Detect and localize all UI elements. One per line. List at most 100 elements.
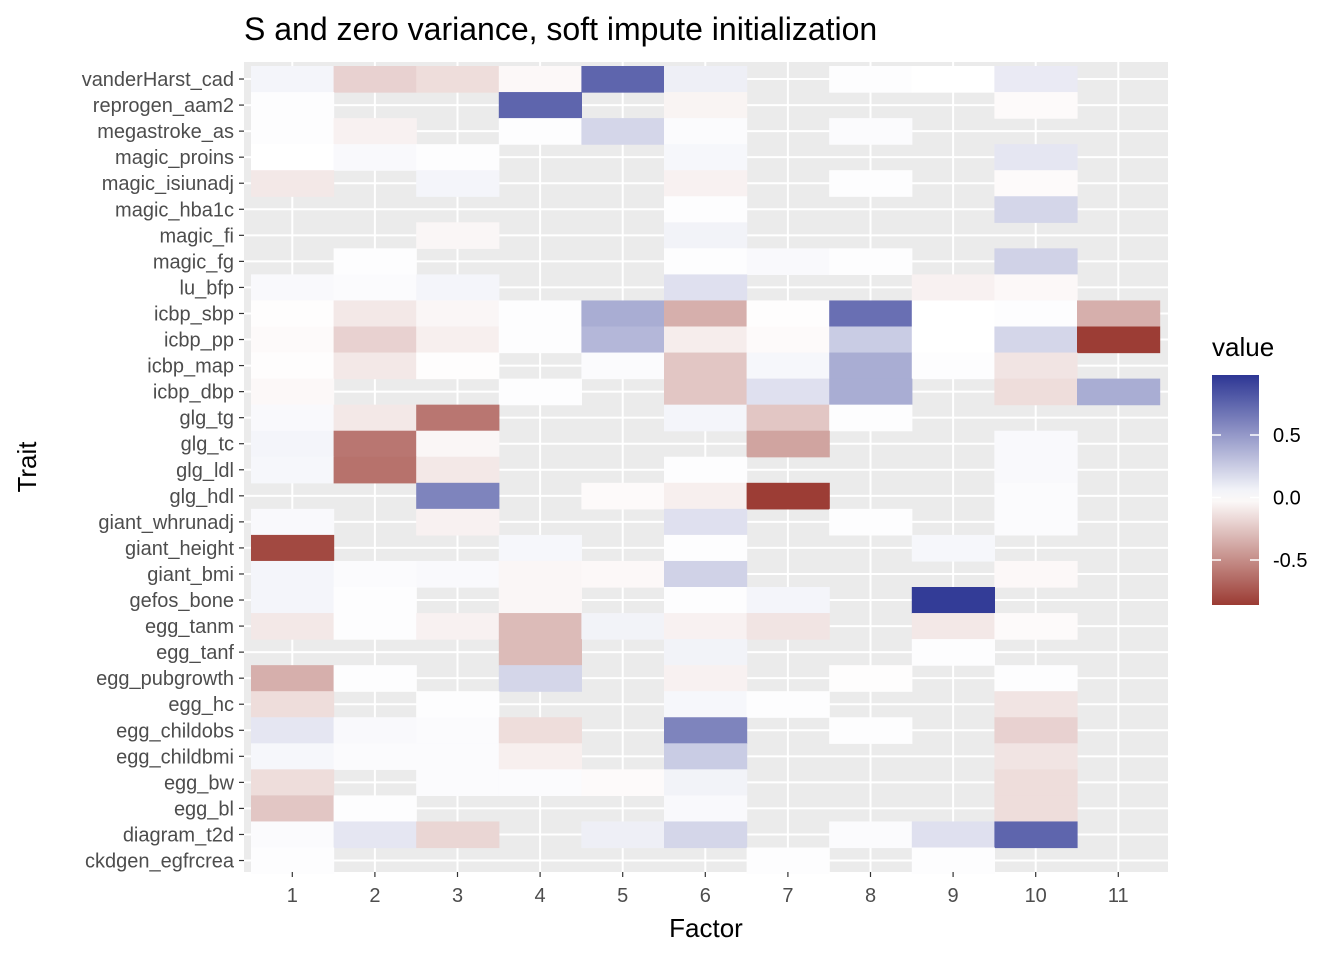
heatmap-cell (664, 144, 748, 171)
heatmap-cell (994, 300, 1078, 328)
heatmap-cell (333, 560, 417, 588)
y-tick-label: icbp_pp (164, 330, 234, 352)
heatmap-cell (416, 769, 500, 796)
heatmap-cell (994, 795, 1078, 823)
y-tick-label: icbp_sbp (154, 303, 234, 325)
heatmap-cell (416, 404, 500, 432)
heatmap-cell (333, 66, 417, 93)
heatmap-cell (416, 456, 500, 484)
heatmap-cell (251, 587, 335, 614)
y-tick-label: magic_hba1c (115, 199, 234, 221)
heatmap-cell (994, 248, 1078, 275)
heatmap-cell (581, 821, 665, 849)
heatmap-cell (333, 665, 417, 692)
heatmap-cell (664, 92, 748, 119)
legend-tick-label: -0.5 (1273, 550, 1307, 572)
heatmap-cell (994, 613, 1078, 640)
heatmap-cell (498, 665, 582, 692)
heatmap-cell (333, 717, 417, 744)
y-axis-title: Trait (12, 441, 42, 493)
heatmap-cell (251, 352, 335, 380)
heatmap-cell (333, 300, 417, 328)
heatmap-cell (829, 170, 913, 197)
heatmap-cell (664, 404, 748, 432)
heatmap-cell (251, 717, 335, 744)
heatmap-cell (994, 508, 1078, 536)
heatmap-cell (664, 587, 748, 614)
heatmap-cell (664, 665, 748, 692)
heatmap-cell (333, 613, 417, 640)
heatmap-cell (416, 482, 500, 510)
heatmap-cell (994, 378, 1078, 406)
heatmap-cell (333, 352, 417, 380)
heatmap-cell (333, 404, 417, 432)
heatmap-cell (251, 534, 335, 562)
y-tick-label: egg_bl (174, 798, 234, 820)
y-tick-label: glg_tg (180, 408, 235, 430)
heatmap-cell (498, 587, 582, 614)
heatmap-cell (498, 66, 582, 93)
heatmap-cell (664, 352, 748, 380)
heatmap-cell (416, 613, 500, 640)
heatmap-cell (994, 170, 1078, 197)
heatmap-cell (416, 326, 500, 354)
heatmap-cell (664, 326, 748, 354)
heatmap-cell (251, 326, 335, 354)
heatmap-cell (994, 144, 1078, 171)
heatmap-cell (416, 717, 500, 744)
heatmap-cell (664, 769, 748, 796)
heatmap-cell (333, 326, 417, 354)
heatmap-cell (829, 404, 913, 432)
heatmap-cell (664, 170, 748, 197)
heatmap-cell (581, 560, 665, 588)
x-tick-label: 11 (1108, 885, 1129, 907)
heatmap-cell (498, 560, 582, 588)
heatmap-cell (746, 248, 830, 275)
heatmap-cell (746, 300, 830, 328)
heatmap-cell (664, 66, 748, 93)
heatmap-cell (994, 769, 1078, 796)
y-tick-label: glg_hdl (169, 486, 234, 508)
heatmap-cell (664, 613, 748, 640)
heatmap-cell (498, 118, 582, 145)
heatmap-cell (829, 378, 913, 406)
heatmap-cell (664, 456, 748, 484)
heatmap-cell (416, 560, 500, 588)
heatmap-cell (911, 66, 995, 93)
heatmap-cell (664, 196, 748, 223)
x-tick-label: 1 (287, 885, 298, 907)
heatmap-cell (498, 743, 582, 770)
y-tick-label: vanderHarst_cad (82, 69, 234, 91)
heatmap-cell (664, 639, 748, 666)
heatmap-cell (664, 222, 748, 249)
heatmap-cell (498, 326, 582, 354)
heatmap-cell (498, 717, 582, 744)
heatmap-cell (746, 482, 830, 510)
heatmap-cell (416, 430, 500, 458)
heatmap-cell (581, 482, 665, 510)
x-tick-label: 2 (369, 885, 380, 907)
x-tick-label: 3 (452, 885, 463, 907)
heatmap-cell (911, 821, 995, 849)
heatmap-cell (498, 534, 582, 562)
heatmap-cell (994, 691, 1078, 718)
y-tick-label: egg_bw (164, 772, 235, 794)
chart-title: S and zero variance, soft impute initial… (244, 11, 877, 47)
heatmap-cell (333, 456, 417, 484)
y-tick-label: egg_tanf (156, 642, 234, 664)
heatmap-cell (911, 587, 995, 614)
x-tick-label: 4 (535, 885, 546, 907)
heatmap-cell (911, 847, 995, 875)
heatmap-cell (581, 326, 665, 354)
y-tick-label: glg_ldl (176, 460, 234, 482)
heatmap-cell (664, 378, 748, 406)
y-tick-label: icbp_dbp (153, 382, 234, 404)
y-tick-label: egg_pubgrowth (96, 668, 234, 690)
y-axis-ticks: vanderHarst_cad reprogen_aam2 megastroke_a… (82, 69, 244, 873)
heatmap-cell (251, 743, 335, 770)
heatmap-cell (333, 118, 417, 145)
heatmap-cell (994, 717, 1078, 744)
heatmap-cell (251, 769, 335, 796)
x-tick-label: 7 (782, 885, 793, 907)
y-tick-label: magic_proins (115, 147, 234, 169)
